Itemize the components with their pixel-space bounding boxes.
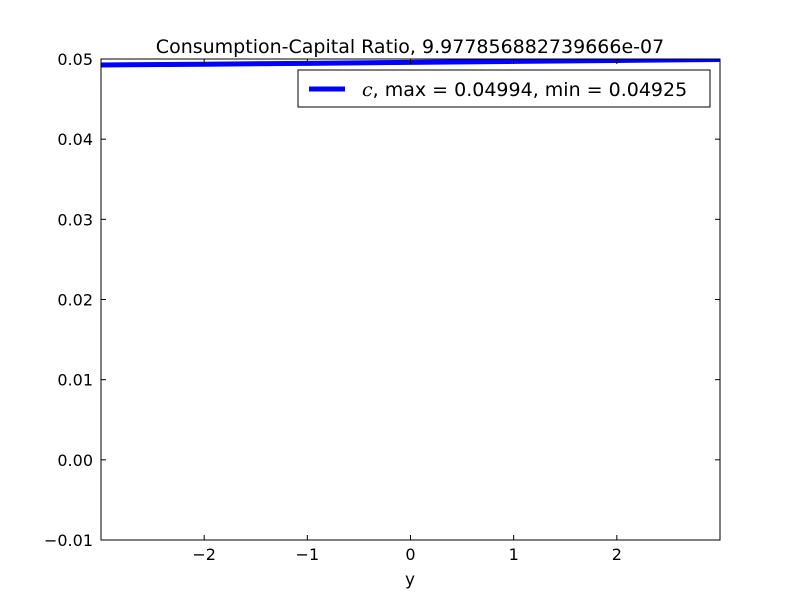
- y-tick-label: 0.04: [57, 130, 93, 149]
- x-tick-label: −2: [192, 545, 216, 564]
- y-tick-label: 0.05: [57, 50, 93, 69]
- chart-title: Consumption-Capital Ratio, 9.97785688273…: [156, 36, 664, 58]
- legend-label-c: c, max = 0.04994, min = 0.04925: [362, 79, 687, 101]
- plot-frame: [100, 58, 721, 541]
- y-tick-label: −0.01: [44, 531, 93, 550]
- x-tick-label: 2: [612, 545, 622, 564]
- x-tick-label: 0: [405, 545, 415, 564]
- x-axis-label: y: [405, 570, 415, 590]
- x-tick-label: 1: [509, 545, 519, 564]
- legend-symbol-c: c: [362, 79, 373, 101]
- legend-box: [297, 69, 711, 108]
- y-tick-label: 0.00: [57, 451, 93, 470]
- y-tick-label: 0.03: [57, 210, 93, 229]
- y-tick-label: 0.01: [57, 371, 93, 390]
- legend-text-c: , max = 0.04994, min = 0.04925: [373, 79, 688, 101]
- ticks-layer: −2 −1 0 1 2 −0.01 0.00 0.01 0.02 0.03 0.04 0.05: [44, 50, 720, 564]
- legend: c, max = 0.04994, min = 0.04925: [297, 69, 711, 108]
- x-tick-label: −1: [296, 545, 320, 564]
- y-tick-label: 0.02: [57, 291, 93, 310]
